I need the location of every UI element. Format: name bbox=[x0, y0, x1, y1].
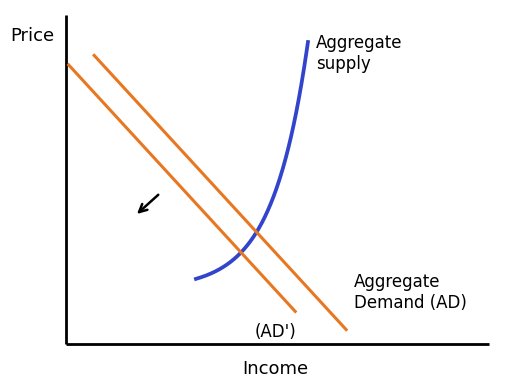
Text: (AD'): (AD') bbox=[254, 323, 296, 341]
Text: Aggregate
supply: Aggregate supply bbox=[316, 34, 402, 73]
Text: Price: Price bbox=[10, 27, 54, 45]
Text: Aggregate
Demand (AD): Aggregate Demand (AD) bbox=[354, 273, 467, 312]
Text: Income: Income bbox=[242, 360, 308, 378]
